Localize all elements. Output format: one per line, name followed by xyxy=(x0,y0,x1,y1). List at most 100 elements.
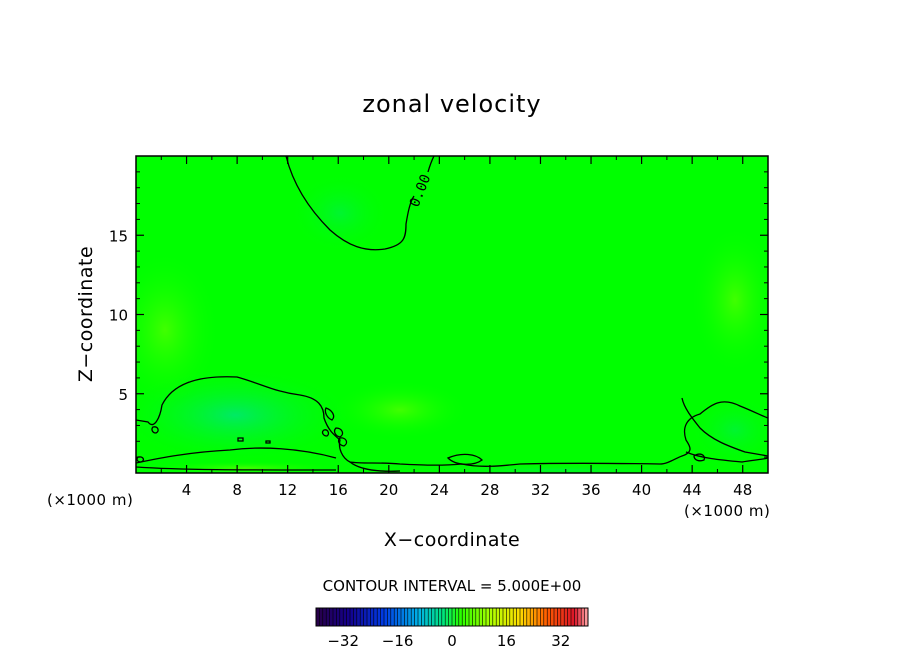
colorbar-swatch xyxy=(350,608,354,626)
colorbar-swatch xyxy=(462,608,466,626)
colorbar-swatch xyxy=(543,608,548,626)
colorbar-swatch xyxy=(343,608,347,626)
field-shade-region xyxy=(400,465,720,473)
colorbar-swatch xyxy=(486,608,490,626)
colorbar-swatch xyxy=(418,608,422,626)
colorbar-swatch xyxy=(367,608,371,626)
colorbar-swatch xyxy=(441,608,446,626)
colorbar-ticks: −32 −16 0 16 32 xyxy=(327,632,570,650)
contour-line-right xyxy=(681,397,768,457)
colorbar-swatch xyxy=(431,608,436,626)
contour-line-surface xyxy=(136,447,337,464)
colorbar-swatch xyxy=(513,608,517,626)
colorbar-swatch xyxy=(581,608,585,626)
x-tick-label: 28 xyxy=(480,481,499,499)
colorbar-swatch xyxy=(346,608,351,626)
colorbar-swatch xyxy=(377,608,381,626)
colorbar xyxy=(315,607,589,627)
x-tick-label: 4 xyxy=(182,481,192,499)
colorbar-swatch xyxy=(465,608,470,626)
colorbar-swatch xyxy=(499,608,504,626)
contour-line-surface xyxy=(136,466,337,471)
colorbar-swatch xyxy=(475,608,480,626)
colorbar-swatch xyxy=(550,608,555,626)
colorbar-swatch xyxy=(516,608,521,626)
colorbar-swatch xyxy=(571,608,575,626)
colorbar-swatch xyxy=(428,608,432,626)
colorbar-swatch xyxy=(489,608,494,626)
colorbar-swatch xyxy=(479,608,483,626)
contour-lines xyxy=(136,156,768,472)
x-tick-label: 40 xyxy=(632,481,651,499)
colorbar-swatch xyxy=(452,608,456,626)
colorbar-tick-label: −32 xyxy=(327,632,359,650)
y-axis: 5 10 15 xyxy=(109,171,768,458)
colorbar-swatch xyxy=(329,608,334,626)
x-tick-label: 12 xyxy=(278,481,297,499)
x-axis-unit-left: (×1000 m) xyxy=(47,491,133,509)
x-tick-label: 20 xyxy=(379,481,398,499)
field-shade-region xyxy=(290,173,390,253)
y-tick-label: 10 xyxy=(109,307,128,325)
colorbar-swatch xyxy=(520,608,524,626)
contour-small-cell xyxy=(265,440,271,444)
contour-small-cell xyxy=(693,453,706,462)
colorbar-swatch xyxy=(557,608,562,626)
colorbar-swatch xyxy=(404,608,409,626)
colorbar-swatch xyxy=(333,608,337,626)
colorbar-swatch xyxy=(503,608,507,626)
colorbar-swatch xyxy=(537,608,541,626)
colorbar-swatch xyxy=(526,608,531,626)
colorbar-swatch xyxy=(363,608,368,626)
field-shade-region xyxy=(690,225,768,375)
colorbar-swatch xyxy=(421,608,426,626)
contour-small-cell xyxy=(324,407,335,421)
colorbar-swatch xyxy=(370,608,375,626)
contour-small-cell xyxy=(237,437,244,442)
contour-line-surface xyxy=(349,461,401,472)
colorbar-swatch xyxy=(401,608,405,626)
contour-small-cell xyxy=(337,437,348,447)
contour-line-zero-top xyxy=(285,156,415,251)
colorbar-swatch xyxy=(407,608,412,626)
colorbar-swatch xyxy=(469,608,473,626)
y-tick-label: 15 xyxy=(109,227,128,245)
colorbar-swatch xyxy=(496,608,500,626)
colorbar-tick-label: 0 xyxy=(447,632,457,650)
colorbar-swatch xyxy=(506,608,511,626)
colorbar-swatch xyxy=(316,608,320,626)
x-tick-label: 32 xyxy=(531,481,550,499)
contour-small-cell xyxy=(136,456,145,463)
colorbar-swatch xyxy=(438,608,443,626)
colorbar-swatch xyxy=(445,608,449,626)
colorbar-swatch xyxy=(387,608,392,626)
colorbar-swatch xyxy=(373,608,378,626)
colorbar-swatch xyxy=(547,608,551,626)
colorbar-swatch xyxy=(353,608,358,626)
colorbar-swatch xyxy=(472,608,477,626)
colorbar-tick-label: 32 xyxy=(551,632,570,650)
velocity-field xyxy=(136,156,768,473)
x-tick-label: 36 xyxy=(581,481,600,499)
colorbar-swatch xyxy=(540,608,545,626)
x-tick-label: 24 xyxy=(430,481,449,499)
colorbar-swatch xyxy=(394,608,398,626)
field-shade-region xyxy=(690,395,768,465)
colorbar-tick-label: 16 xyxy=(497,632,516,650)
y-tick-label: 5 xyxy=(118,386,128,404)
colorbar-swatch xyxy=(411,608,415,626)
colorbar-swatch xyxy=(339,608,344,626)
colorbar-swatch xyxy=(523,608,528,626)
x-tick-label: 48 xyxy=(733,481,752,499)
contour-line-zero-top xyxy=(427,156,435,173)
colorbar-swatch xyxy=(530,608,534,626)
contour-line-zero-lower-left xyxy=(136,376,768,467)
x-tick-label: 16 xyxy=(329,481,348,499)
colorbar-swatch xyxy=(560,608,565,626)
colorbar-swatch xyxy=(380,608,385,626)
colorbar-swatch xyxy=(319,608,324,626)
colorbar-swatch xyxy=(390,608,395,626)
colorbar-tick-label: −16 xyxy=(382,632,414,650)
colorbar-swatch xyxy=(509,608,514,626)
